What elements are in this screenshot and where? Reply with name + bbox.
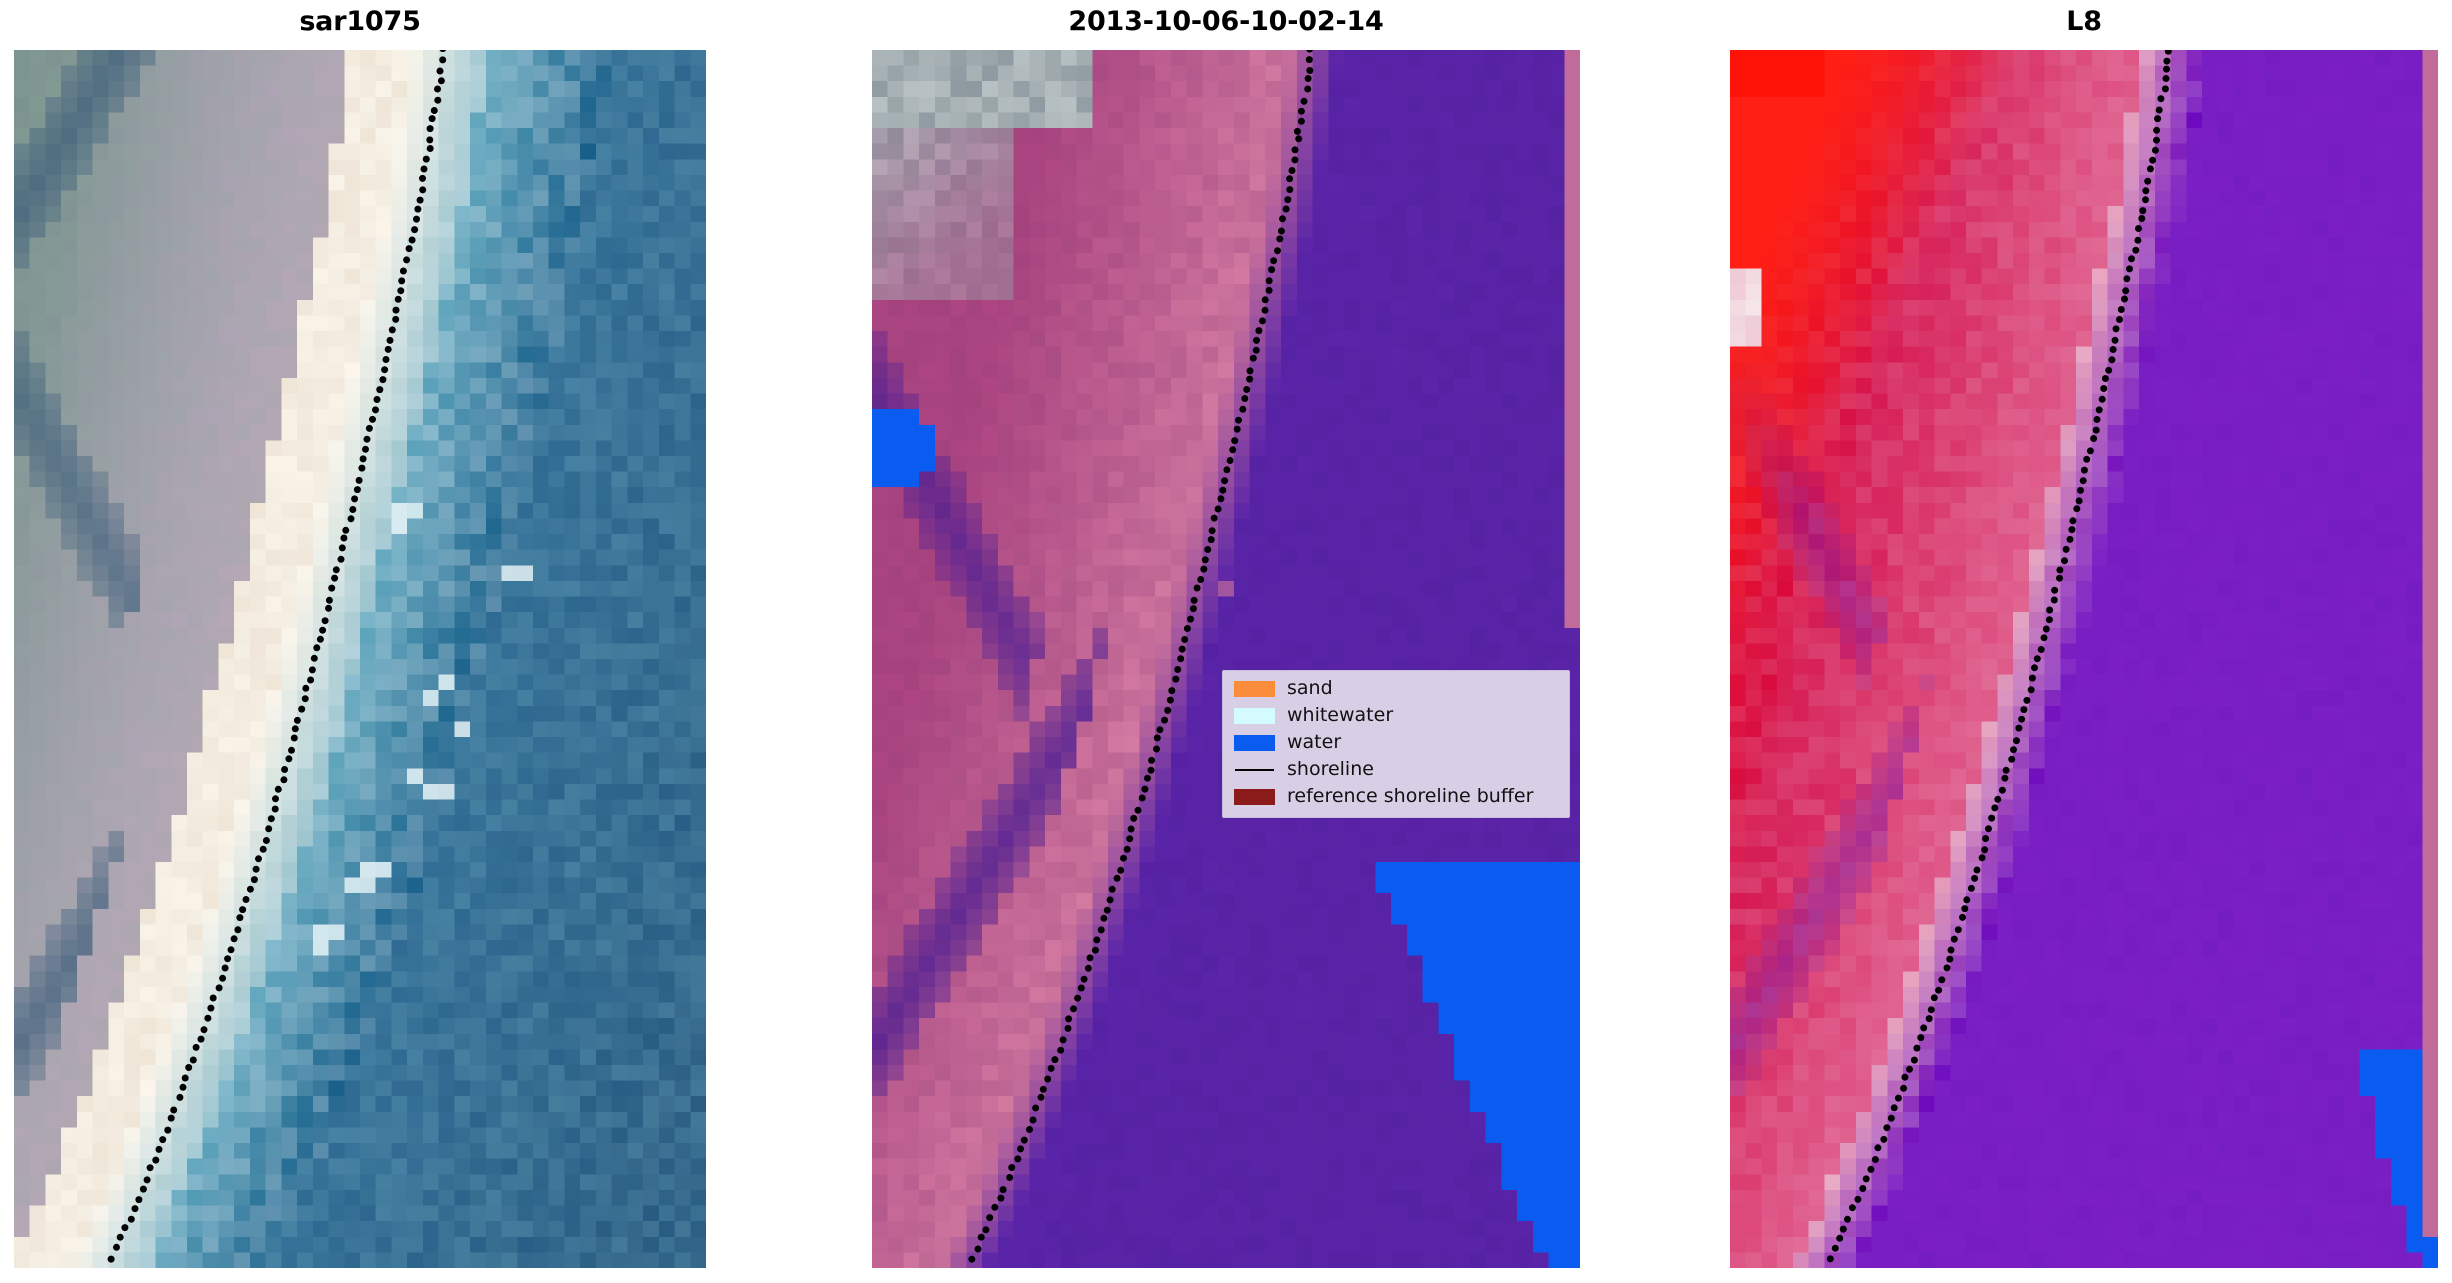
panel-classified-canvas-wrap (872, 50, 1580, 1268)
legend-swatch-water-icon (1234, 734, 1275, 751)
legend: sand whitewater water shoreline reference sh… (1222, 670, 1570, 818)
legend-label: shoreline (1287, 758, 1374, 780)
legend-list: sand whitewater water shoreline reference sh… (1223, 671, 1569, 814)
legend-label: water (1287, 731, 1342, 753)
panel-title-classified: 2013-10-06-10-02-14 (1068, 6, 1384, 37)
panel-classified[interactable] (872, 50, 1580, 1268)
panel-sar-canvas-wrap (14, 50, 706, 1268)
panel-sar-image (14, 50, 706, 1268)
legend-item-sand: sand (1223, 675, 1569, 702)
panel-l8-canvas-wrap (1730, 50, 2438, 1268)
legend-swatch-whitewater-icon (1234, 707, 1275, 724)
legend-item-shoreline: shoreline (1223, 756, 1569, 783)
legend-label: whitewater (1287, 704, 1394, 726)
shoreline-overlay-classified (968, 50, 1314, 1263)
legend-item-reference: reference shoreline buffer (1223, 783, 1569, 810)
legend-item-water: water (1223, 729, 1569, 756)
shoreline-overlay-l8 (1826, 50, 2172, 1263)
panel-l8[interactable] (1730, 50, 2438, 1268)
legend-item-whitewater: whitewater (1223, 702, 1569, 729)
legend-label: sand (1287, 677, 1333, 699)
panel-sar[interactable] (14, 50, 706, 1268)
shoreline-overlay-sar (107, 50, 447, 1263)
panel-classified-image (872, 50, 1580, 1268)
panel-l8-image (1730, 50, 2438, 1268)
legend-label: reference shoreline buffer (1287, 785, 1534, 807)
panel-title-l8: L8 (2066, 6, 2102, 37)
panel-title-sar: sar1075 (299, 6, 421, 37)
legend-swatch-reference-icon (1234, 788, 1275, 805)
legend-swatch-sand-icon (1234, 680, 1275, 697)
legend-swatch-shoreline-icon (1234, 762, 1275, 778)
